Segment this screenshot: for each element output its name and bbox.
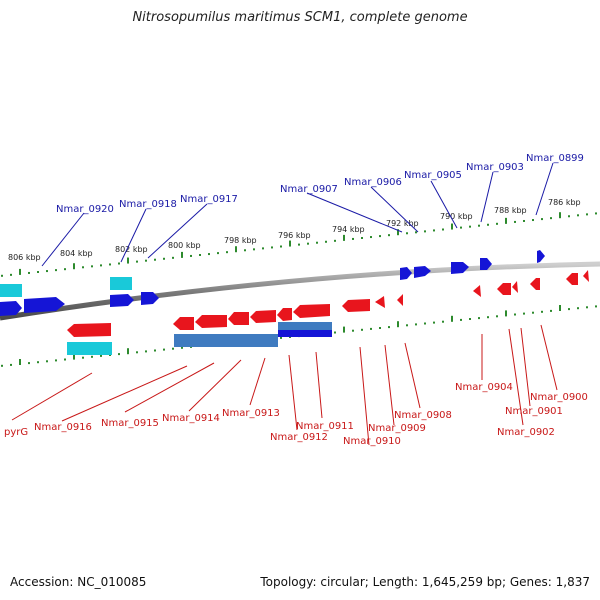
accession-label: Accession: NC_010085	[10, 575, 147, 589]
gene-arrow-reverse[interactable]	[67, 323, 111, 337]
gene-arrow-forward[interactable]	[537, 250, 545, 263]
kbp-tick-labels: 806 kbp 804 kbp 802 kbp 800 kbp 798 kbp …	[8, 198, 581, 262]
gene-label-reverse[interactable]: Nmar_0902	[497, 427, 555, 438]
kbp-tick-label: 798 kbp	[224, 236, 257, 245]
gene-label-reverse[interactable]: Nmar_0910	[343, 436, 401, 447]
gene-arrow-forward[interactable]	[400, 267, 412, 280]
gene-arrow-forward[interactable]	[480, 258, 492, 270]
kbp-tick-label: 800 kbp	[168, 241, 201, 250]
kbp-tick-label: 788 kbp	[494, 206, 527, 215]
gene-label-reverse[interactable]: Nmar_0901	[505, 406, 563, 417]
gene-arrow-reverse[interactable]	[342, 299, 370, 312]
feature-bar[interactable]	[278, 322, 332, 331]
kbp-tick-label: 796 kbp	[278, 231, 311, 240]
forward-gene-labels: Nmar_0920 Nmar_0918 Nmar_0917 Nmar_0907 …	[56, 153, 584, 215]
gene-label-forward[interactable]: Nmar_0906	[344, 177, 402, 188]
gene-arrow-reverse[interactable]	[250, 310, 276, 323]
gene-label-reverse[interactable]: Nmar_0900	[530, 392, 588, 403]
reverse-strand-genes	[67, 270, 589, 355]
gene-arrow-forward[interactable]	[451, 262, 469, 274]
forward-leader-lines	[41, 162, 554, 267]
gene-arrow-forward[interactable]	[141, 292, 159, 305]
feature-bar[interactable]	[278, 330, 332, 337]
gene-arrow-forward[interactable]	[0, 301, 22, 316]
forward-tick-ruler	[1, 212, 597, 277]
map-title: Nitrosopumilus maritimus SCM1, complete …	[132, 10, 468, 25]
gene-arrow-reverse[interactable]	[497, 283, 511, 295]
gene-label-reverse[interactable]: Nmar_0904	[455, 382, 513, 393]
gene-label-reverse[interactable]: Nmar_0914	[162, 413, 220, 424]
gene-label-reverse[interactable]: Nmar_0916	[34, 422, 92, 433]
gene-arrow-reverse[interactable]	[228, 312, 249, 325]
gene-label-reverse[interactable]: Nmar_0912	[270, 432, 328, 443]
kbp-tick-label: 806 kbp	[8, 253, 41, 262]
gene-label-forward[interactable]: Nmar_0917	[180, 194, 238, 205]
genome-backbone	[0, 261, 600, 321]
gene-label-reverse[interactable]: Nmar_0913	[222, 408, 280, 419]
gene-arrow-reverse[interactable]	[530, 278, 540, 290]
gene-arrow-reverse[interactable]	[173, 317, 194, 330]
gene-label-forward[interactable]: Nmar_0903	[466, 162, 524, 173]
gene-label-forward[interactable]: Nmar_0899	[526, 153, 584, 164]
gene-arrow-reverse[interactable]	[583, 270, 589, 282]
gene-arrow-reverse[interactable]	[512, 281, 518, 293]
gene-label-forward[interactable]: Nmar_0907	[280, 184, 338, 195]
gene-label-reverse[interactable]: Nmar_0908	[394, 410, 452, 421]
kbp-tick-label: 786 kbp	[548, 198, 581, 207]
gene-arrow-reverse[interactable]	[566, 273, 578, 285]
gene-label-reverse[interactable]: Nmar_0911	[296, 421, 354, 432]
gene-label-forward[interactable]: Nmar_0905	[404, 170, 462, 181]
gene-arrow-reverse[interactable]	[195, 315, 227, 328]
gene-arrow-forward[interactable]	[110, 294, 134, 307]
reverse-gene-labels: pyrG Nmar_0916 Nmar_0915 Nmar_0914 Nmar_…	[4, 382, 588, 447]
gene-arrow-reverse[interactable]	[473, 285, 481, 297]
forward-strand-genes	[0, 250, 545, 316]
gene-label-forward[interactable]: Nmar_0920	[56, 204, 114, 215]
rna-gene[interactable]	[67, 342, 112, 355]
kbp-tick-label: 802 kbp	[115, 245, 148, 254]
feature-bar[interactable]	[174, 334, 278, 347]
gene-label-reverse[interactable]: Nmar_0915	[101, 418, 159, 429]
gene-arrow-forward[interactable]	[24, 297, 65, 313]
kbp-tick-label: 792 kbp	[386, 219, 419, 228]
kbp-tick-label: 790 kbp	[440, 212, 473, 221]
gene-arrow-forward[interactable]	[414, 266, 431, 278]
rna-gene[interactable]	[110, 277, 132, 290]
gene-label-reverse[interactable]: pyrG	[4, 427, 28, 438]
gene-label-forward[interactable]: Nmar_0918	[119, 199, 177, 210]
gene-arrow-reverse[interactable]	[293, 304, 330, 318]
gene-arrow-reverse[interactable]	[397, 294, 403, 306]
genome-summary-label: Topology: circular; Length: 1,645,259 bp…	[260, 575, 590, 589]
gene-label-reverse[interactable]: Nmar_0909	[368, 423, 426, 434]
gene-arrow-reverse[interactable]	[375, 296, 385, 308]
kbp-tick-label: 794 kbp	[332, 225, 365, 234]
kbp-tick-label: 804 kbp	[60, 249, 93, 258]
rna-gene[interactable]	[0, 284, 22, 297]
gene-arrow-reverse[interactable]	[277, 308, 292, 321]
reverse-leader-lines	[11, 324, 558, 446]
